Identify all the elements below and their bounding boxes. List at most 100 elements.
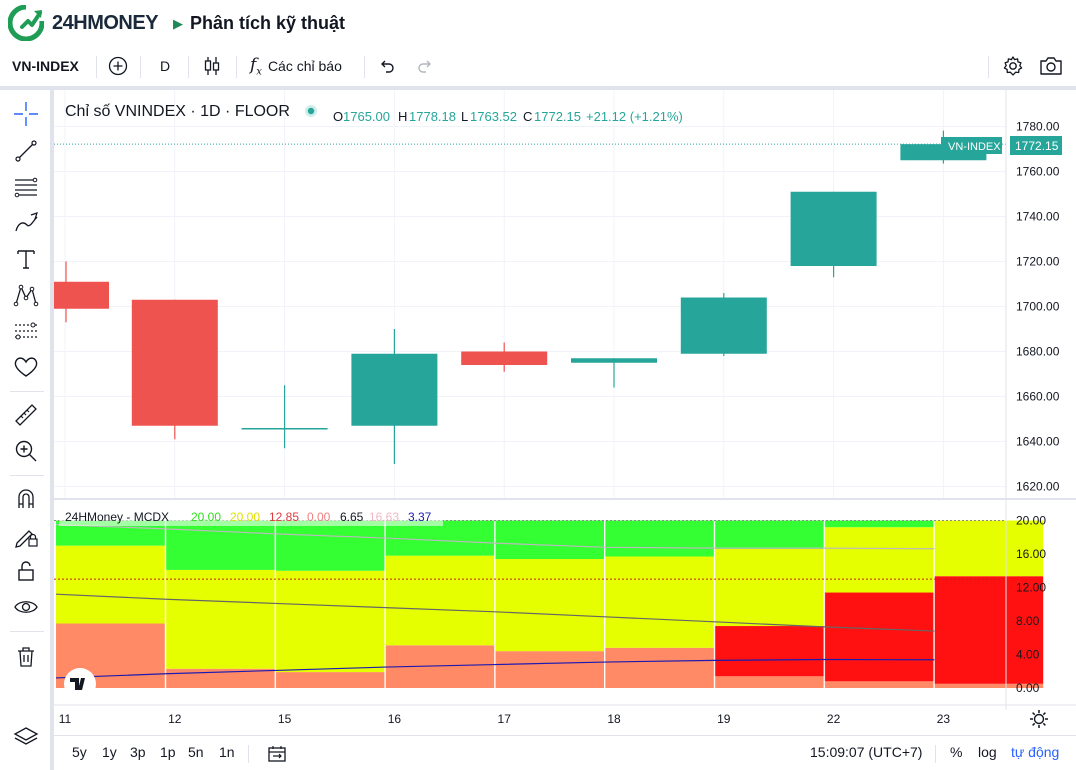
zoom-tool[interactable] — [12, 437, 40, 465]
indicator-value: 20.00 — [191, 510, 221, 524]
mcdx-bar-segment — [495, 520, 604, 560]
logo-icon[interactable] — [8, 5, 44, 41]
candle-body — [680, 297, 767, 354]
legend-change-value: +21.12 (+1.21%) — [586, 109, 683, 124]
pattern-tool[interactable] — [12, 281, 40, 309]
axis-gear-icon — [1033, 713, 1045, 725]
remove-drawings-tool[interactable] — [12, 643, 40, 671]
mcdx-bar-segment — [495, 559, 604, 652]
fib-tool[interactable] — [12, 173, 40, 201]
trash-icon — [18, 647, 34, 667]
fx-icon: fx — [250, 54, 262, 78]
heart-icon — [14, 357, 38, 377]
object-tree-tool[interactable] — [12, 723, 40, 751]
toolbar-divider — [140, 56, 141, 78]
toolbar-divider — [10, 391, 44, 392]
text-tool[interactable] — [12, 245, 40, 273]
mcdx-bar-segment — [275, 570, 385, 673]
indicators-label: Các chỉ báo — [267, 58, 342, 74]
axis-gear-icon-teeth — [1030, 710, 1048, 728]
date-range-button[interactable] — [266, 744, 288, 769]
tradingview-logo-icon — [70, 678, 85, 690]
magnet-tool[interactable] — [12, 485, 40, 513]
range-3p-button[interactable]: 3p — [130, 744, 146, 760]
chart-style-button[interactable] — [202, 46, 222, 86]
price-axis-tick-label: 1700.00 — [1016, 300, 1060, 314]
market-status-dot — [307, 107, 315, 115]
range-1y-button[interactable]: 1y — [102, 744, 117, 760]
mcdx-bar-segment — [495, 651, 604, 688]
log-scale-button[interactable]: log — [978, 744, 997, 760]
brush-icon — [15, 212, 38, 232]
symbol-search-button[interactable]: VN-INDEX — [12, 58, 79, 74]
time-axis-tick-label: 12 — [168, 712, 182, 726]
mcdx-bar-segment — [605, 556, 714, 648]
legend-open-label: O — [333, 109, 343, 124]
candle-body — [131, 299, 218, 426]
redo-button[interactable] — [416, 46, 434, 86]
mcdx-bar-segment — [275, 672, 385, 688]
mcdx-axis-tick-label: 4.00 — [1016, 648, 1040, 662]
mcdx-bar-segment — [934, 576, 1044, 684]
brand-name[interactable]: 24HMONEY — [52, 12, 159, 34]
legend-close-value: 1772.15 — [534, 109, 581, 124]
candle-body — [790, 191, 877, 266]
chart-canvas[interactable]: 1780.001760.001740.001720.001700.001680.… — [54, 90, 1076, 735]
visibility-tool[interactable] — [12, 593, 40, 621]
fib-lines-icon — [14, 177, 38, 198]
mcdx-bar-segment — [56, 545, 165, 624]
price-axis-tick-label: 1720.00 — [1016, 255, 1060, 269]
trend-line-tool[interactable] — [12, 137, 40, 165]
mcdx-bar-segment — [824, 520, 934, 528]
axis-settings-button[interactable] — [1030, 710, 1048, 728]
range-1p-button[interactable]: 1p — [160, 744, 176, 760]
time-axis-tick-label: 19 — [717, 712, 731, 726]
indicators-button[interactable]: fx Các chỉ báo — [250, 46, 342, 86]
ruler-icon — [15, 404, 37, 426]
pattern-icon — [13, 284, 39, 307]
mcdx-bar-segment — [605, 520, 714, 557]
mcdx-lines — [54, 520, 1006, 679]
candle-body — [351, 353, 438, 426]
undo-button[interactable] — [378, 46, 396, 86]
forecast-tool[interactable] — [12, 317, 40, 345]
screenshot-button[interactable] — [1039, 46, 1063, 86]
chart-area[interactable]: 1780.00 1760.00 1740.00 1720.00 1700.00 1680.… — [54, 90, 1076, 735]
legend-close-label: C — [523, 109, 532, 124]
indicator-legend-bg — [59, 508, 443, 526]
lock-tool[interactable] — [12, 557, 40, 585]
brush-tool[interactable] — [12, 209, 40, 237]
forecast-icon — [15, 322, 37, 340]
mcdx-line — [55, 658, 935, 679]
time-axis-tick-label: 23 — [937, 712, 951, 726]
measure-tool[interactable] — [12, 401, 40, 429]
lock-icon — [18, 561, 34, 581]
range-1n-button[interactable]: 1n — [219, 744, 235, 760]
toolbar-divider — [236, 56, 237, 78]
mcdx-bars — [56, 520, 1044, 688]
price-axis-tick-label: 1660.00 — [1016, 390, 1060, 404]
settings-button[interactable] — [1002, 46, 1024, 86]
add-symbol-icon — [108, 56, 128, 76]
crosshair-icon — [14, 102, 38, 126]
lock-drawings-tool[interactable] — [12, 521, 40, 549]
auto-scale-button[interactable]: tự động — [1011, 744, 1060, 760]
mcdx-bar-segment — [934, 520, 1044, 577]
bottom-bar: 5y 1y 3p 1p 5n 1n 15:09:07 (UTC+7) % log… — [54, 735, 1076, 770]
time-axis-tick-label: 11 — [59, 712, 72, 726]
range-5n-button[interactable]: 5n — [188, 744, 204, 760]
top-toolbar: VN-INDEX D fx Các chỉ báo — [0, 46, 1076, 90]
favorites-tool[interactable] — [12, 353, 40, 381]
axes: 1780.001760.001740.001720.001700.001680.… — [54, 90, 1076, 726]
range-5y-button[interactable]: 5y — [72, 744, 87, 760]
indicator-name[interactable]: 24HMoney - MCDX — [65, 510, 169, 524]
candle-body — [571, 358, 657, 363]
time-axis-tick-label: 16 — [388, 712, 402, 726]
percent-scale-button[interactable]: % — [950, 744, 963, 760]
interval-button[interactable]: D — [160, 58, 171, 74]
clock-timezone[interactable]: 15:09:07 (UTC+7) — [810, 744, 923, 760]
crosshair-tool[interactable] — [12, 100, 40, 128]
add-symbol-button[interactable] — [108, 46, 128, 86]
mcdx-axis-tick-label: 0.00 — [1016, 681, 1040, 695]
mcdx-bar-segment — [165, 520, 275, 570]
